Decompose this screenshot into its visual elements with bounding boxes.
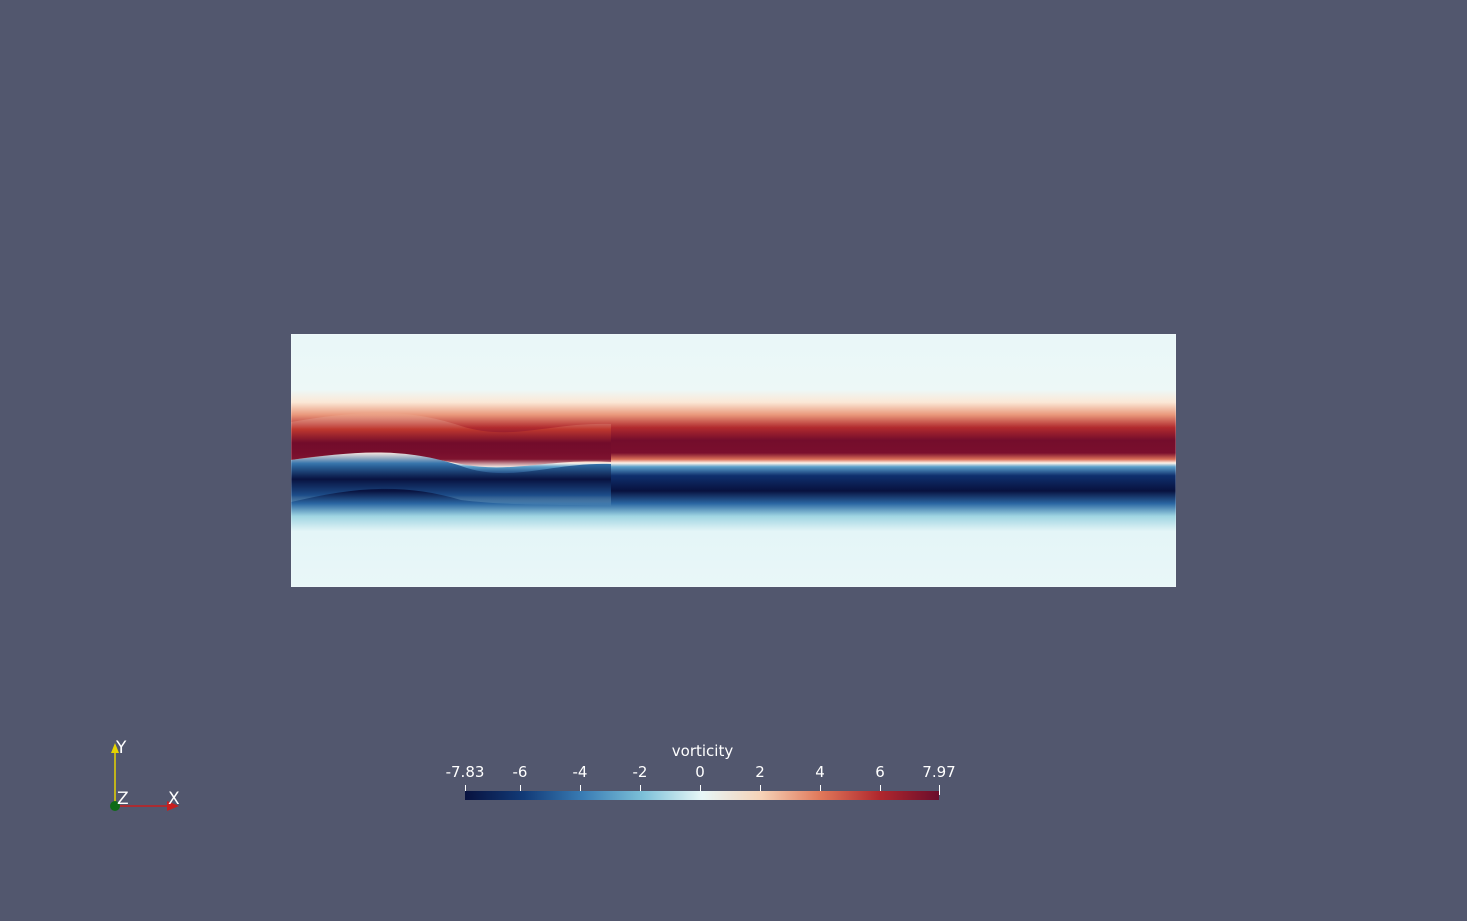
colorbar-tick-label: 2 [755,763,765,781]
z-axis-label: Z [117,789,129,809]
colorbar-gradient [465,791,939,800]
colorbar-tick-label: 6 [875,763,885,781]
colorbar-tick [580,785,581,795]
colorbar-tick [820,785,821,795]
colorbar-tick-label: -4 [572,763,588,781]
colorbar-tick [640,785,641,795]
scalar-colorbar: vorticity -7.83 -6 -4 -2 0 2 4 6 7.97 [430,738,990,808]
y-axis-arrow [111,743,119,753]
orientation-axes [110,743,179,811]
x-axis-arrow [167,801,179,811]
colorbar-tick-label: -7.83 [445,763,485,781]
colorbar-tick-label: -6 [512,763,528,781]
vorticity-field [291,334,1176,587]
colorbar-tick-label: 0 [695,763,705,781]
colorbar-tick-label: 4 [815,763,825,781]
colorbar-tick [520,785,521,795]
x-axis-label: X [168,789,180,809]
colorbar-tick [880,785,881,795]
colorbar-title: vorticity [671,742,734,760]
colorbar-tick-label: -2 [632,763,648,781]
colorbar-tick-label: 7.97 [922,763,956,781]
colorbar-tick [760,785,761,795]
colorbar-tick [939,785,940,795]
colorbar-tick [700,785,701,795]
z-axis-dot [110,801,120,811]
colorbar-tick [465,785,466,795]
y-axis-label: Y [116,738,127,758]
